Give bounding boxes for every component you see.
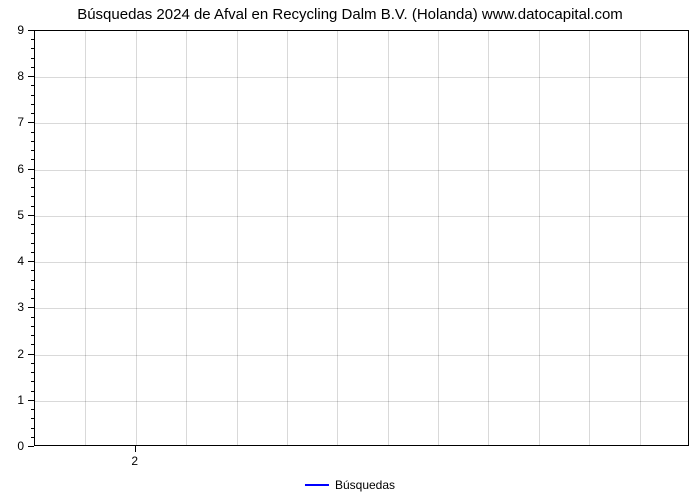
legend-swatch (305, 484, 329, 486)
y-minor-tick (31, 298, 34, 299)
y-minor-tick (31, 289, 34, 290)
y-minor-tick (31, 104, 34, 105)
y-tick (28, 215, 34, 216)
y-tick (28, 446, 34, 447)
y-tick (28, 76, 34, 77)
y-axis-label: 6 (8, 162, 24, 176)
y-minor-tick (31, 67, 34, 68)
y-tick (28, 400, 34, 401)
x-axis-label: 2 (131, 454, 138, 468)
grid-line-v (85, 31, 86, 445)
y-minor-tick (31, 48, 34, 49)
y-minor-tick (31, 159, 34, 160)
grid-line-v (237, 31, 238, 445)
y-minor-tick (31, 113, 34, 114)
grid-line-v (337, 31, 338, 445)
y-minor-tick (31, 206, 34, 207)
y-tick (28, 122, 34, 123)
y-tick (28, 261, 34, 262)
grid-line-v (539, 31, 540, 445)
y-minor-tick (31, 58, 34, 59)
y-minor-tick (31, 95, 34, 96)
grid-line-v (640, 31, 641, 445)
y-tick (28, 169, 34, 170)
y-minor-tick (31, 224, 34, 225)
y-minor-tick (31, 150, 34, 151)
y-axis-label: 8 (8, 69, 24, 83)
grid-line-v (186, 31, 187, 445)
y-minor-tick (31, 372, 34, 373)
grid-line-v (438, 31, 439, 445)
y-minor-tick (31, 270, 34, 271)
y-axis-label: 0 (8, 439, 24, 453)
y-axis-label: 4 (8, 254, 24, 268)
y-minor-tick (31, 85, 34, 86)
grid-line-v (589, 31, 590, 445)
y-axis-label: 3 (8, 300, 24, 314)
y-axis-label: 1 (8, 393, 24, 407)
y-tick (28, 30, 34, 31)
x-tick (135, 446, 136, 452)
y-tick (28, 307, 34, 308)
plot-area (34, 30, 689, 446)
chart-title: Búsquedas 2024 de Afval en Recycling Dal… (0, 6, 700, 23)
y-minor-tick (31, 178, 34, 179)
y-minor-tick (31, 391, 34, 392)
y-minor-tick (31, 409, 34, 410)
y-minor-tick (31, 39, 34, 40)
y-minor-tick (31, 196, 34, 197)
y-minor-tick (31, 252, 34, 253)
grid-line-v (488, 31, 489, 445)
y-minor-tick (31, 418, 34, 419)
y-minor-tick (31, 428, 34, 429)
y-minor-tick (31, 141, 34, 142)
y-axis-label: 9 (8, 23, 24, 37)
y-minor-tick (31, 363, 34, 364)
y-minor-tick (31, 381, 34, 382)
grid-line-v (388, 31, 389, 445)
y-minor-tick (31, 326, 34, 327)
y-minor-tick (31, 132, 34, 133)
legend: Búsquedas (305, 478, 395, 492)
y-minor-tick (31, 437, 34, 438)
y-minor-tick (31, 335, 34, 336)
y-minor-tick (31, 344, 34, 345)
y-minor-tick (31, 243, 34, 244)
y-minor-tick (31, 233, 34, 234)
y-axis-label: 5 (8, 208, 24, 222)
y-minor-tick (31, 187, 34, 188)
chart-container: Búsquedas 2024 de Afval en Recycling Dal… (0, 0, 700, 500)
grid-line-v (287, 31, 288, 445)
y-minor-tick (31, 317, 34, 318)
y-tick (28, 354, 34, 355)
legend-label: Búsquedas (335, 478, 395, 492)
y-axis-label: 7 (8, 115, 24, 129)
y-axis-label: 2 (8, 347, 24, 361)
grid-line-v (136, 31, 137, 445)
y-minor-tick (31, 280, 34, 281)
